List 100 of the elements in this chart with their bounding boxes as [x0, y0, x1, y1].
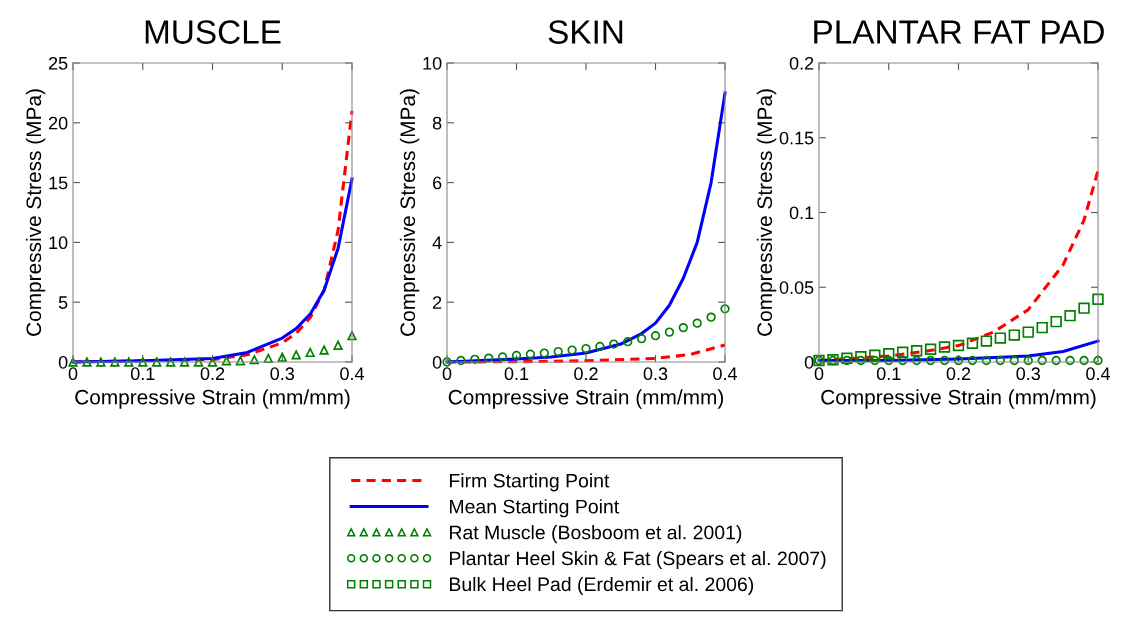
- legend-label: Rat Muscle (Bosboom et al. 2001): [450, 525, 742, 544]
- point: [911, 355, 922, 366]
- point: [235, 356, 246, 366]
- point: [967, 355, 978, 366]
- x-tick-label: 0.1: [876, 367, 901, 381]
- point: [333, 340, 343, 350]
- point: [720, 304, 730, 314]
- point: [924, 343, 937, 355]
- x-tick-label: 0.3: [1016, 367, 1041, 381]
- y-tick-label: 0: [58, 355, 68, 369]
- point: [1064, 309, 1076, 322]
- point: [1037, 355, 1047, 366]
- point: [856, 355, 866, 366]
- x-tick-label: 0.2: [574, 367, 598, 381]
- y-axis-title: Compressive Stress (MPa): [399, 89, 420, 336]
- point: [319, 345, 329, 355]
- point: [1079, 355, 1089, 366]
- y-tick-label: 10: [423, 56, 442, 70]
- point: [855, 351, 867, 363]
- y-tick-label: 15: [49, 176, 68, 190]
- point: [595, 341, 605, 352]
- point: [249, 354, 260, 365]
- point: [981, 355, 992, 366]
- x-tick-label: 0.2: [200, 367, 225, 381]
- point: [456, 355, 466, 366]
- point: [995, 355, 1006, 366]
- point: [1078, 302, 1090, 314]
- x-tick-label: 0.2: [946, 367, 971, 381]
- point: [525, 349, 536, 359]
- x-tick-label: 0.3: [643, 367, 668, 381]
- point: [470, 354, 480, 364]
- y-tick-label: 4: [432, 236, 442, 249]
- point: [938, 341, 951, 353]
- point: [221, 356, 232, 366]
- point: [277, 352, 287, 362]
- point: [124, 357, 134, 367]
- y-tick-label: 0.1: [789, 206, 814, 220]
- x-tick-label: 0.4: [1086, 367, 1111, 381]
- y-tick-label: 8: [432, 116, 442, 130]
- x-tick-label: 0.1: [130, 367, 155, 381]
- point: [966, 337, 979, 350]
- x-tick-label: 0: [68, 367, 78, 381]
- point: [553, 346, 563, 357]
- point: [138, 357, 148, 367]
- y-tick-label: 0.2: [789, 56, 814, 70]
- x-axis-title: Compressive Strain (mm/mm): [75, 389, 350, 409]
- legend-label: Mean Starting Point: [450, 499, 620, 518]
- point: [263, 353, 273, 364]
- point: [581, 343, 591, 354]
- point: [1092, 293, 1104, 305]
- y-tick-label: 20: [48, 116, 68, 130]
- point: [442, 357, 452, 367]
- point: [636, 334, 647, 344]
- point: [952, 339, 965, 352]
- point: [1023, 355, 1033, 366]
- point: [706, 312, 716, 322]
- point: [291, 350, 301, 360]
- point: [110, 357, 120, 367]
- point: [179, 357, 190, 367]
- y-tick-label: 10: [49, 236, 68, 250]
- legend-label: Firm Starting Point: [450, 473, 610, 492]
- point: [1008, 329, 1020, 341]
- point: [539, 348, 549, 358]
- chart-title: MUSCLE: [145, 20, 281, 44]
- point: [650, 331, 661, 341]
- point: [1036, 321, 1048, 334]
- point: [1093, 355, 1103, 366]
- point: [897, 346, 909, 358]
- point: [884, 355, 894, 366]
- x-tick-label: 0: [442, 367, 452, 381]
- y-tick-label: 0: [432, 355, 442, 369]
- point: [1050, 315, 1062, 328]
- y-tick-label: 0.05: [779, 281, 814, 294]
- point: [82, 357, 92, 367]
- point: [152, 357, 162, 367]
- point: [692, 318, 702, 328]
- point: [207, 357, 218, 367]
- y-tick-label: 25: [48, 56, 68, 70]
- point: [511, 350, 522, 361]
- point: [305, 347, 315, 358]
- point: [910, 345, 923, 357]
- legend-label: Plantar Heel Skin & Fat (Spears et al. 2007): [450, 550, 826, 570]
- x-tick-label: 0.4: [713, 367, 738, 381]
- point: [68, 357, 78, 367]
- point: [953, 355, 964, 366]
- legend-label: Bulk Heel Pad (Erdemir et al. 2006): [450, 576, 754, 596]
- point: [925, 355, 936, 366]
- point: [869, 349, 881, 361]
- chart-title: SKIN: [548, 20, 623, 44]
- x-tick-label: 0.3: [270, 367, 295, 381]
- point: [883, 348, 895, 360]
- x-axis-title: Compressive Strain (mm/mm): [821, 389, 1096, 409]
- point: [609, 339, 619, 349]
- point: [347, 331, 357, 341]
- point: [664, 327, 675, 337]
- point: [193, 357, 204, 367]
- point: [898, 355, 908, 366]
- y-axis-title: Compressive Stress (MPa): [756, 89, 777, 336]
- point: [567, 345, 577, 355]
- point: [870, 355, 880, 366]
